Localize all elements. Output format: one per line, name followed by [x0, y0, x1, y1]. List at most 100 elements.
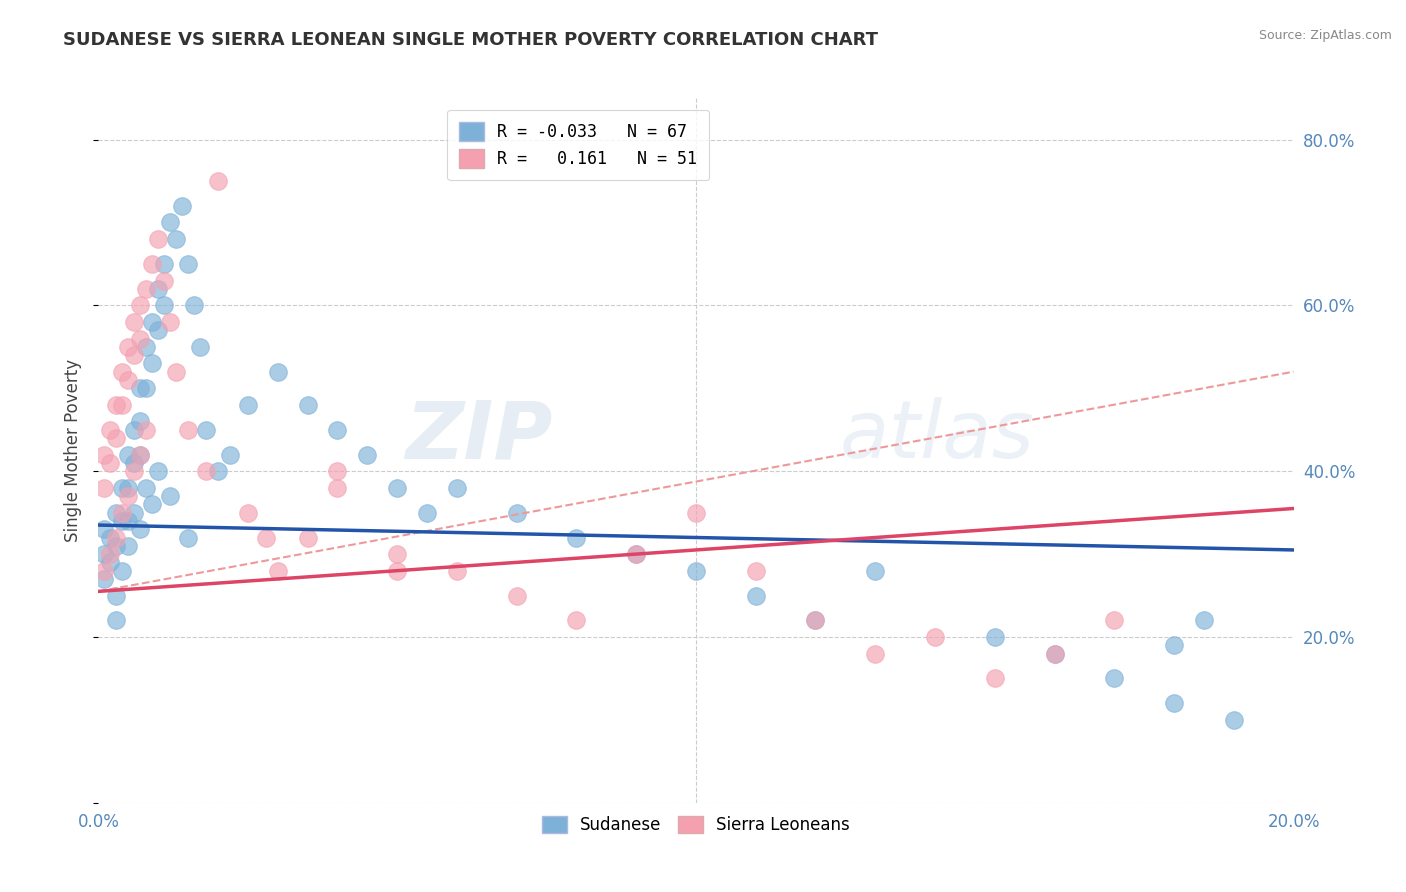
Point: [297, 531, 319, 545]
Point: [984, 672, 1007, 686]
Point: [984, 630, 1007, 644]
Point: [207, 174, 229, 188]
Point: [117, 373, 139, 387]
Point: [124, 315, 146, 329]
Point: [111, 398, 134, 412]
Point: [105, 614, 128, 628]
Point: [924, 630, 946, 644]
Point: [105, 398, 128, 412]
Point: [446, 564, 468, 578]
Point: [804, 614, 827, 628]
Point: [117, 539, 139, 553]
Point: [506, 506, 529, 520]
Point: [1104, 614, 1126, 628]
Point: [93, 448, 115, 462]
Point: [385, 564, 409, 578]
Y-axis label: Single Mother Poverty: Single Mother Poverty: [65, 359, 83, 542]
Point: [297, 398, 319, 412]
Point: [124, 464, 146, 478]
Point: [111, 365, 134, 379]
Point: [626, 547, 648, 561]
Point: [117, 514, 139, 528]
Point: [236, 506, 259, 520]
Point: [98, 531, 122, 545]
Point: [565, 614, 588, 628]
Point: [153, 257, 176, 271]
Point: [111, 564, 134, 578]
Point: [177, 531, 200, 545]
Point: [1104, 672, 1126, 686]
Point: [195, 423, 218, 437]
Point: [267, 564, 290, 578]
Point: [129, 522, 152, 536]
Point: [865, 564, 887, 578]
Point: [506, 589, 529, 603]
Point: [111, 481, 134, 495]
Point: [254, 531, 277, 545]
Point: [135, 423, 157, 437]
Point: [267, 365, 290, 379]
Point: [93, 564, 115, 578]
Point: [135, 282, 157, 296]
Point: [117, 340, 139, 354]
Point: [129, 448, 152, 462]
Point: [195, 464, 218, 478]
Point: [135, 481, 157, 495]
Point: [326, 481, 349, 495]
Point: [129, 298, 152, 312]
Point: [159, 489, 181, 503]
Point: [105, 539, 128, 553]
Point: [165, 365, 187, 379]
Point: [1192, 614, 1215, 628]
Point: [98, 423, 122, 437]
Point: [105, 531, 128, 545]
Point: [129, 414, 152, 428]
Point: [117, 481, 139, 495]
Point: [626, 547, 648, 561]
Point: [1163, 638, 1185, 652]
Point: [326, 464, 349, 478]
Point: [98, 547, 122, 561]
Point: [165, 232, 187, 246]
Point: [129, 381, 152, 395]
Legend: Sudanese, Sierra Leoneans: Sudanese, Sierra Leoneans: [531, 805, 860, 844]
Point: [124, 348, 146, 362]
Point: [141, 257, 163, 271]
Point: [141, 497, 163, 511]
Point: [98, 456, 122, 470]
Point: [111, 514, 134, 528]
Point: [141, 356, 163, 370]
Point: [385, 547, 409, 561]
Text: SUDANESE VS SIERRA LEONEAN SINGLE MOTHER POVERTY CORRELATION CHART: SUDANESE VS SIERRA LEONEAN SINGLE MOTHER…: [63, 31, 879, 49]
Point: [219, 448, 242, 462]
Point: [177, 423, 200, 437]
Point: [745, 564, 768, 578]
Point: [105, 589, 128, 603]
Point: [685, 506, 707, 520]
Point: [117, 489, 139, 503]
Point: [1223, 713, 1246, 727]
Point: [207, 464, 229, 478]
Point: [93, 522, 115, 536]
Point: [446, 481, 468, 495]
Point: [98, 555, 122, 569]
Point: [105, 506, 128, 520]
Point: [93, 547, 115, 561]
Point: [124, 456, 146, 470]
Point: [117, 448, 139, 462]
Point: [148, 464, 170, 478]
Point: [159, 315, 181, 329]
Point: [129, 332, 152, 346]
Point: [93, 572, 115, 586]
Point: [745, 589, 768, 603]
Point: [177, 257, 200, 271]
Text: atlas: atlas: [839, 397, 1035, 475]
Point: [865, 647, 887, 661]
Point: [356, 448, 378, 462]
Point: [148, 282, 170, 296]
Point: [159, 215, 181, 229]
Point: [111, 506, 134, 520]
Point: [148, 232, 170, 246]
Point: [141, 315, 163, 329]
Point: [153, 273, 176, 287]
